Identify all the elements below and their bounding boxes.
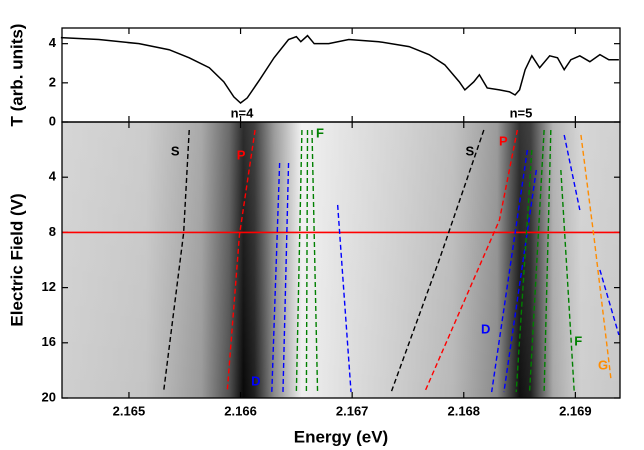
dashed-line [560,169,575,393]
y-tick-label: 2 [49,74,56,89]
line-label: D [251,374,260,389]
annotation: n=5 [510,105,533,120]
x-tick-label: 2.169 [559,403,592,418]
annotation: n=4 [231,105,255,120]
dashed-line [543,129,552,393]
dashed-line [563,134,581,211]
x-tick-label: 2.165 [113,403,146,418]
line-label: F [574,334,582,349]
dashed-line [271,162,281,393]
plot-layer: 0 2 4 2.165 2.166 2.167 2.168 2.169 4 8 12 16 20 S P D F… [42,28,620,418]
line-label: P [237,147,246,162]
dashed-line [490,149,529,393]
dashed-line [580,134,612,381]
y-tick-label: 4 [49,35,57,50]
line-label: S [171,143,180,158]
x-tick-label: 2.166 [224,403,257,418]
dashed-line [311,129,319,393]
top-frame [61,27,621,123]
dashed-line [282,162,290,393]
y-tick-label: 4 [49,169,57,184]
dashed-line [305,129,309,393]
dashed-line [295,129,303,393]
x-tick-label: 2.167 [336,403,369,418]
transmission-line [60,34,619,104]
y-tick-label: 0 [49,113,56,128]
intensity-shade [62,122,620,398]
line-label: P [499,133,508,148]
y-tick-label: 20 [42,389,56,404]
dashed-line [226,129,256,393]
dashed-line [528,129,545,393]
line-label: D [481,322,490,337]
dashed-line [390,129,485,393]
line-label: G [598,357,608,372]
dashed-line [503,169,537,393]
x-tick-label: 2.168 [447,403,480,418]
bottom-y-axis-title: Electric Field (V) [7,193,26,326]
line-label: S [466,143,475,158]
y-tick-label: 12 [42,279,56,294]
dashed-line [599,269,620,336]
dashed-line [162,129,190,393]
top-y-axis-title: T (arb. units) [7,24,26,127]
x-axis-title: Energy (eV) [294,427,388,446]
dashed-line [424,129,519,393]
dashed-line [336,204,352,393]
dashed-line [515,149,533,393]
y-tick-label: 8 [49,224,56,239]
y-tick-label: 16 [42,334,56,349]
bottom-frame [61,121,621,399]
line-label: F [316,125,324,140]
